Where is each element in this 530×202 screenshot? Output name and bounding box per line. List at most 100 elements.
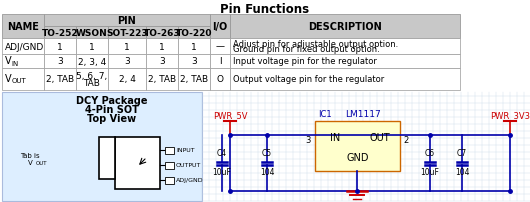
Text: ADJ/GND: ADJ/GND: [5, 42, 44, 51]
Text: IN: IN: [330, 132, 340, 142]
Text: 10uF: 10uF: [213, 168, 232, 177]
Bar: [230, 39, 460, 55]
Text: 2, 3, 4: 2, 3, 4: [78, 57, 106, 66]
Bar: [108, 55, 146, 69]
Bar: [178, 39, 210, 55]
Text: 10uF: 10uF: [421, 168, 439, 177]
Bar: [178, 27, 210, 39]
Text: Pin Functions: Pin Functions: [220, 3, 310, 16]
Bar: [210, 55, 230, 69]
Bar: [2, 93, 202, 201]
Text: Tab is
V: Tab is V: [20, 153, 40, 166]
Bar: [115, 137, 160, 189]
Bar: [2, 39, 44, 55]
Text: O: O: [216, 75, 224, 84]
Bar: [210, 69, 230, 90]
Text: Top View: Top View: [87, 114, 137, 123]
Text: PIN: PIN: [118, 16, 136, 26]
Text: IN: IN: [12, 60, 19, 66]
Bar: [165, 147, 174, 154]
Text: WSON: WSON: [76, 28, 108, 37]
Text: INPUT: INPUT: [176, 148, 195, 153]
Bar: [44, 55, 76, 69]
Text: 1: 1: [124, 42, 130, 51]
Text: DESCRIPTION: DESCRIPTION: [308, 22, 382, 32]
Text: C6: C6: [425, 149, 435, 158]
Text: TO-252: TO-252: [42, 28, 78, 37]
Text: TO-220: TO-220: [176, 28, 212, 37]
Text: TAB: TAB: [84, 79, 101, 88]
Text: PWR_5V: PWR_5V: [213, 110, 248, 119]
Bar: [108, 39, 146, 55]
Text: 3: 3: [159, 57, 165, 66]
Text: LM1117: LM1117: [344, 109, 381, 118]
Text: I/O: I/O: [213, 22, 227, 32]
Text: NAME: NAME: [7, 22, 39, 32]
Text: 2, TAB: 2, TAB: [148, 75, 176, 84]
Bar: [230, 55, 460, 69]
Bar: [44, 39, 76, 55]
Text: C4: C4: [217, 149, 227, 158]
Bar: [108, 69, 146, 90]
Text: 2, TAB: 2, TAB: [180, 75, 208, 84]
Bar: [146, 39, 178, 55]
Text: OUTPUT: OUTPUT: [176, 163, 201, 168]
Text: DCY Package: DCY Package: [76, 96, 148, 105]
Text: Ground pin for fixed output option.: Ground pin for fixed output option.: [233, 45, 380, 54]
Text: V: V: [5, 56, 12, 66]
Text: ADJ/GND: ADJ/GND: [176, 178, 204, 183]
Bar: [165, 177, 174, 184]
Bar: [76, 39, 108, 55]
Text: 3: 3: [191, 57, 197, 66]
Text: Output voltage pin for the regulator: Output voltage pin for the regulator: [233, 75, 384, 84]
Text: SOT-223: SOT-223: [106, 28, 148, 37]
Text: 1: 1: [159, 42, 165, 51]
Text: I: I: [219, 57, 222, 66]
Bar: [2, 15, 44, 39]
Bar: [146, 69, 178, 90]
Text: 2: 2: [403, 136, 408, 145]
Text: 2, TAB: 2, TAB: [46, 75, 74, 84]
Text: IC1: IC1: [318, 109, 332, 118]
Bar: [178, 55, 210, 69]
Text: 2, 4: 2, 4: [119, 75, 136, 84]
Text: 1: 1: [89, 42, 95, 51]
Text: 104: 104: [455, 168, 469, 177]
Text: C5: C5: [262, 149, 272, 158]
Bar: [230, 69, 460, 90]
Bar: [2, 69, 44, 90]
Text: GND: GND: [346, 152, 369, 162]
Text: 5, 6, 7,: 5, 6, 7,: [76, 71, 108, 80]
Text: 3: 3: [124, 57, 130, 66]
Bar: [99, 137, 115, 179]
Bar: [210, 15, 230, 39]
Bar: [146, 27, 178, 39]
Bar: [146, 55, 178, 69]
Bar: [76, 55, 108, 69]
Text: PWR_3V3: PWR_3V3: [490, 110, 530, 119]
Bar: [210, 39, 230, 55]
Bar: [315, 121, 400, 171]
Text: 4-Pin SOT: 4-Pin SOT: [85, 104, 139, 115]
Text: 1: 1: [57, 42, 63, 51]
Bar: [76, 27, 108, 39]
Text: OUT: OUT: [12, 78, 26, 84]
Bar: [165, 162, 174, 169]
Bar: [230, 15, 460, 39]
Text: TO-263: TO-263: [144, 28, 180, 37]
Text: 3: 3: [57, 57, 63, 66]
Bar: [76, 69, 108, 90]
Text: OUT: OUT: [36, 161, 48, 166]
Bar: [2, 55, 44, 69]
Text: 104: 104: [260, 168, 274, 177]
Bar: [178, 69, 210, 90]
Text: —: —: [216, 42, 225, 51]
Text: Input voltage pin for the regulator: Input voltage pin for the regulator: [233, 57, 377, 66]
Bar: [44, 69, 76, 90]
Bar: [108, 27, 146, 39]
Text: C7: C7: [457, 149, 467, 158]
Text: OUT: OUT: [370, 132, 390, 142]
Text: 3: 3: [306, 136, 311, 145]
Bar: [44, 15, 210, 27]
Bar: [44, 27, 76, 39]
